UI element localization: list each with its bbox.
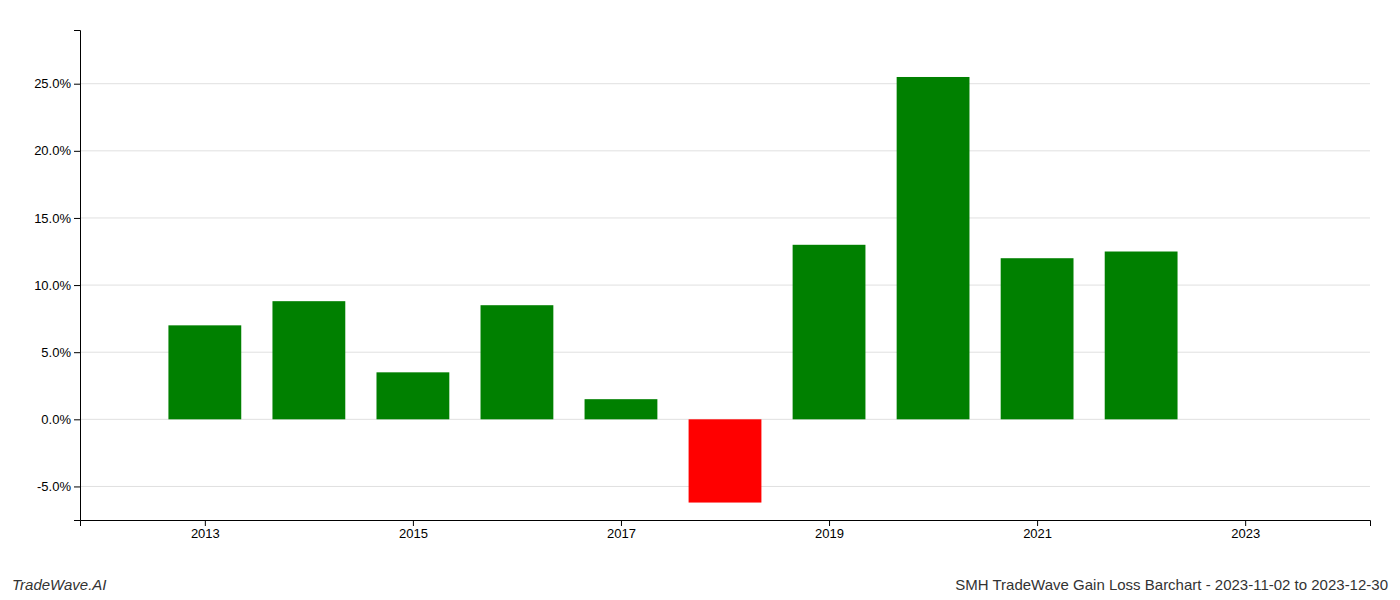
grid-line xyxy=(80,150,1370,151)
tick-label: 2017 xyxy=(607,526,636,541)
tick: 20.0% xyxy=(34,143,80,158)
tick: 5.0% xyxy=(41,345,80,360)
tick: 25.0% xyxy=(34,76,80,91)
tick-label: 0.0% xyxy=(41,412,71,427)
tick-mark xyxy=(205,520,206,526)
tick-mark xyxy=(621,520,622,526)
tick-mark xyxy=(74,218,80,219)
tick-mark xyxy=(1037,520,1038,526)
tick-mark xyxy=(74,151,80,152)
grid-line xyxy=(80,217,1370,218)
tick-mark xyxy=(829,520,830,526)
tick-label: 20.0% xyxy=(34,143,71,158)
tick: 2023 xyxy=(1231,520,1260,541)
bar xyxy=(1001,258,1074,419)
tick-mark xyxy=(1245,520,1246,526)
axis-line xyxy=(74,31,81,521)
tick: 2021 xyxy=(1023,520,1052,541)
tick: 2013 xyxy=(191,520,220,541)
grid-line xyxy=(80,83,1370,84)
bar xyxy=(481,305,554,419)
tick-label: 2023 xyxy=(1231,526,1260,541)
tick: 2017 xyxy=(607,520,636,541)
tick-label: 15.0% xyxy=(34,211,71,226)
bar xyxy=(793,245,866,420)
bar xyxy=(168,325,241,419)
x-axis: 2013 2015 2017 2019 2021 2023 xyxy=(81,520,1371,541)
bar xyxy=(376,372,449,419)
tick: 2015 xyxy=(399,520,428,541)
tick-label: 25.0% xyxy=(34,76,71,91)
tick-label: -5.0% xyxy=(37,479,71,494)
title: SMH TradeWave Gain Loss Barchart - 2023-… xyxy=(955,576,1388,593)
bar xyxy=(689,419,762,502)
tick-mark xyxy=(74,285,80,286)
tick: 2019 xyxy=(815,520,844,541)
bar xyxy=(1105,252,1178,420)
tick-mark xyxy=(74,486,80,487)
tick-mark xyxy=(74,419,80,420)
tick: 15.0% xyxy=(34,211,80,226)
tick-label: 2013 xyxy=(191,526,220,541)
tick-mark xyxy=(413,520,414,526)
bars xyxy=(168,77,1177,503)
watermark: TradeWave.AI xyxy=(12,576,106,593)
y-axis: -5.0% 0.0% 5.0% 10.0% 15.0% 20.0% 25.0% xyxy=(34,31,80,521)
tick-label: 2021 xyxy=(1023,526,1052,541)
bar xyxy=(897,77,970,419)
tick-mark xyxy=(74,352,80,353)
tick-label: 5.0% xyxy=(41,345,71,360)
tick-label: 2019 xyxy=(815,526,844,541)
axis-line xyxy=(81,521,1371,527)
chart: -5.0%0.0%5.0%10.0%15.0%20.0%25.0%2013201… xyxy=(0,0,1400,600)
tick-label: 2015 xyxy=(399,526,428,541)
tick: 10.0% xyxy=(34,278,80,293)
tick: -5.0% xyxy=(37,479,80,494)
tick-label: 10.0% xyxy=(34,278,71,293)
bar xyxy=(585,399,658,419)
bar xyxy=(272,301,345,419)
tick: 0.0% xyxy=(41,412,80,427)
tick-mark xyxy=(74,84,80,85)
